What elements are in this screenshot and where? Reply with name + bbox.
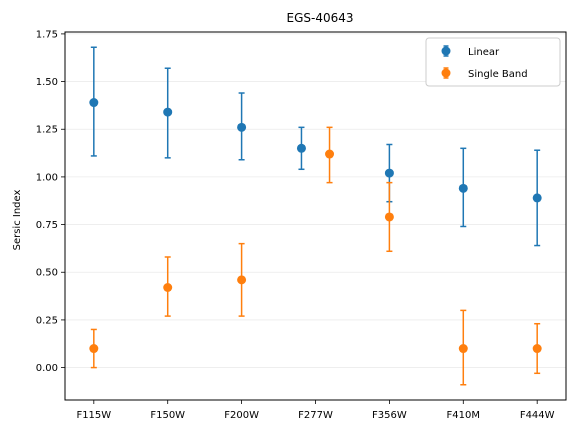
y-tick-label: 1.00	[36, 172, 58, 183]
series-layer	[89, 46, 542, 386]
data-point	[532, 344, 542, 354]
data-point	[532, 193, 542, 203]
data-point	[325, 149, 335, 159]
x-tick-label: F356W	[372, 410, 407, 421]
data-point	[163, 283, 173, 293]
data-point	[458, 183, 468, 193]
y-tick-label: 1.75	[36, 29, 58, 40]
y-tick-label: 0.50	[36, 268, 58, 279]
legend-marker	[441, 68, 451, 78]
data-point	[163, 107, 173, 117]
data-point	[296, 143, 306, 153]
plot-frame	[64, 31, 567, 401]
data-point	[89, 98, 99, 108]
series-single-band	[89, 126, 542, 386]
y-tick-label: 1.25	[36, 125, 58, 136]
y-tick-label: 0.75	[36, 220, 58, 231]
y-axis-label: Sersic Index	[12, 190, 23, 251]
legend-marker	[441, 46, 451, 56]
data-point	[89, 344, 99, 354]
data-point	[237, 275, 247, 285]
y-tick-label: 1.50	[36, 77, 58, 88]
x-tick-label: F444W	[520, 410, 555, 421]
legend-label: Single Band	[468, 69, 528, 80]
y-tick-label: 0.25	[36, 315, 58, 326]
x-tick-label: F150W	[150, 410, 185, 421]
data-point	[237, 122, 247, 132]
x-tick-label: F200W	[224, 410, 259, 421]
data-point	[458, 344, 468, 354]
x-ticks: F115W F150W F200W F277W F356W F410M F444W	[76, 400, 555, 421]
legend-label: Linear	[468, 47, 500, 58]
legend: Linear Single Band	[425, 37, 561, 87]
x-tick-label: F115W	[76, 410, 111, 421]
data-point	[384, 168, 394, 178]
y-tick-label: 0.00	[36, 363, 58, 374]
series-linear	[89, 46, 542, 247]
y-ticks: 0.00 0.25 0.50 0.75 1.00 1.25 1.50 1.75	[36, 29, 65, 374]
legend-box	[425, 37, 561, 87]
chart-title: EGS-40643	[286, 11, 353, 25]
gridlines	[65, 33, 566, 368]
x-tick-label: F277W	[298, 410, 333, 421]
x-tick-label: F410M	[447, 410, 480, 421]
data-point	[384, 212, 394, 222]
